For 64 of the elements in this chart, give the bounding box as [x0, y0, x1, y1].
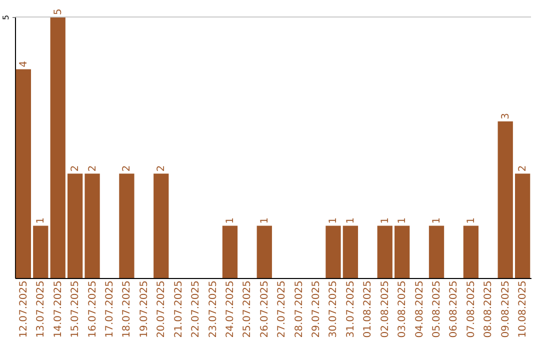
data-label: 3 [500, 113, 512, 120]
bar [498, 121, 513, 278]
x-tick-label: 22.07.2025 [190, 280, 202, 338]
bar [514, 174, 530, 278]
data-label: 2 [518, 165, 529, 172]
bar [119, 174, 134, 278]
x-tick-label: 06.08.2025 [448, 280, 460, 338]
x-tick-label: 01.08.2025 [362, 280, 374, 338]
data-label: 2 [70, 165, 82, 172]
bar [50, 17, 66, 278]
x-tick-label: 04.08.2025 [414, 280, 426, 338]
x-tick-label: 13.07.2025 [36, 280, 47, 338]
x-tick-label: 12.07.2025 [18, 280, 30, 338]
x-tick-label: 31.07.2025 [345, 280, 356, 338]
data-label: 1 [345, 217, 356, 224]
x-tick-label: 02.08.2025 [380, 280, 391, 338]
x-tick-label: 05.08.2025 [432, 280, 443, 338]
data-label: 1 [328, 217, 340, 224]
x-tick-label: 15.07.2025 [70, 280, 82, 338]
data-label: 1 [224, 217, 236, 224]
bar [342, 226, 358, 278]
bar [394, 226, 410, 278]
x-tick-label: 17.07.2025 [104, 280, 116, 338]
bar [428, 226, 444, 278]
x-tick-label: 30.07.2025 [328, 280, 340, 338]
data-label: 2 [156, 165, 168, 172]
x-tick-label: 29.07.2025 [311, 280, 322, 338]
x-tick-label: 16.07.2025 [87, 280, 98, 338]
x-tick-label: 20.07.2025 [156, 280, 168, 338]
x-tick-label: 27.07.2025 [276, 280, 288, 338]
data-label: 1 [432, 217, 443, 224]
bar [463, 226, 479, 278]
data-label: 1 [36, 217, 47, 224]
x-tick-label: 09.08.2025 [500, 280, 512, 338]
x-tick-label: 10.08.2025 [518, 280, 529, 338]
x-tick-label: 25.07.2025 [242, 280, 254, 338]
data-label: 5 [52, 8, 64, 15]
x-tick-label: 28.07.2025 [294, 280, 305, 338]
x-tick-label: 07.08.2025 [466, 280, 477, 338]
x-tick-label: 19.07.2025 [138, 280, 150, 338]
bar [222, 226, 238, 278]
bar [154, 174, 169, 278]
x-tick-label: 08.08.2025 [483, 280, 494, 338]
x-tick-label: 23.07.2025 [208, 280, 219, 338]
data-label: 1 [380, 217, 391, 224]
data-label: 1 [397, 217, 408, 224]
x-tick-label: 03.08.2025 [397, 280, 408, 338]
x-tick-label: 26.07.2025 [259, 280, 270, 338]
data-label: 1 [259, 217, 270, 224]
data-label: 4 [18, 60, 30, 68]
bar [326, 226, 341, 278]
x-tick-label: 18.07.2025 [122, 280, 133, 338]
bar [16, 69, 32, 278]
bar [84, 174, 100, 278]
bar [33, 226, 48, 278]
x-tick-label: 24.07.2025 [224, 280, 236, 338]
bar [377, 226, 392, 278]
bar [67, 174, 83, 278]
x-tick-label: 14.07.2025 [52, 280, 64, 338]
x-tick-label: 21.07.2025 [173, 280, 184, 338]
data-label: 1 [466, 217, 477, 224]
data-label: 2 [122, 165, 133, 172]
bar [256, 226, 272, 278]
data-label: 2 [87, 165, 98, 172]
